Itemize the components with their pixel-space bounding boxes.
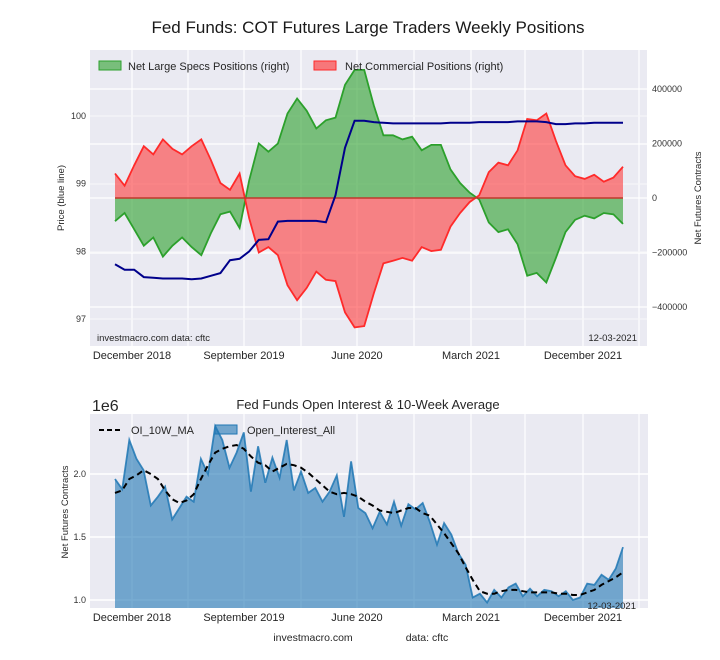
top-x-tick-label: June 2020 [331, 350, 382, 362]
top-source-annotation: investmacro.com data: cftc [97, 333, 210, 344]
top-left-y-tick-label: 100 [71, 111, 86, 121]
bottom-y-tick-label: 1.5 [73, 532, 86, 542]
top-right-y-label: Net Futures Contracts [693, 151, 704, 244]
bottom-x-tick-label: September 2019 [203, 612, 284, 624]
legend-label-oi: Open_Interest_All [247, 425, 335, 437]
bottom-x-tick-label: December 2021 [544, 612, 622, 624]
bottom-x-tick-label: March 2021 [442, 612, 500, 624]
top-right-y-tick-label: 200000 [652, 139, 682, 149]
bottom-y-tick-label: 2.0 [73, 469, 86, 479]
legend-label-commercial: Net Commercial Positions (right) [345, 61, 503, 73]
legend-label-specs: Net Large Specs Positions (right) [128, 61, 289, 73]
top-x-tick-label: September 2019 [203, 350, 284, 362]
footer-data-source: data: cftc [406, 632, 449, 644]
top-date-annotation: 12-03-2021 [588, 333, 637, 344]
top-left-y-tick-label: 97 [76, 314, 86, 324]
bottom-legend: OI_10W_MA Open_Interest_All [99, 424, 335, 437]
top-right-y-tick-label: −400000 [652, 302, 687, 312]
legend-label-ma: OI_10W_MA [131, 425, 195, 437]
top-x-tick-label: March 2021 [442, 350, 500, 362]
top-right-y-tick-label: 0 [652, 193, 657, 203]
legend-swatch-oi [214, 424, 238, 435]
price-line-group [114, 119, 623, 281]
top-left-y-tick-label: 98 [76, 246, 86, 256]
price-line [114, 119, 623, 281]
bottom-series [114, 423, 624, 608]
top-series-areas [114, 69, 624, 329]
top-x-tick-label: December 2018 [93, 350, 171, 362]
legend-swatch-specs [98, 60, 122, 71]
open-interest-line [114, 423, 624, 605]
specs-line [114, 69, 624, 285]
top-right-y-tick-label: 400000 [652, 84, 682, 94]
top-x-tick-label: December 2021 [544, 350, 622, 362]
top-right-y-ticks: −400000 −200000 0 200000 400000 [652, 84, 687, 312]
top-right-y-tick-label: −200000 [652, 248, 687, 258]
bottom-scale-label: 1e6 [92, 398, 119, 415]
bottom-x-ticks: December 2018 September 2019 June 2020 Marc… [93, 612, 622, 624]
footer-site: investmacro.com [273, 632, 353, 644]
bottom-x-tick-label: December 2018 [93, 612, 171, 624]
commercial-line [114, 112, 624, 329]
bottom-y-tick-label: 1.0 [73, 595, 86, 605]
bottom-y-label: Net Futures Contracts [60, 465, 71, 558]
top-left-y-ticks: 97 98 99 100 [71, 111, 86, 324]
bottom-date-annotation: 12-03-2021 [587, 601, 636, 612]
top-x-ticks: December 2018 September 2019 June 2020 Marc… [93, 350, 622, 362]
top-left-y-label: Price (blue line) [56, 165, 67, 231]
bottom-x-tick-label: June 2020 [331, 612, 382, 624]
top-chart-title: Fed Funds: COT Futures Large Traders Wee… [151, 18, 584, 37]
top-legend: Net Large Specs Positions (right) Net Co… [98, 60, 503, 73]
top-left-y-tick-label: 99 [76, 179, 86, 189]
commercial-area [115, 113, 623, 328]
bottom-y-ticks: 1.0 1.5 2.0 [73, 469, 86, 605]
open-interest-area [115, 426, 623, 608]
legend-swatch-commercial [313, 60, 337, 71]
oi-10w-ma-line [114, 443, 624, 596]
bottom-chart-title: Fed Funds Open Interest & 10-Week Averag… [236, 397, 499, 412]
